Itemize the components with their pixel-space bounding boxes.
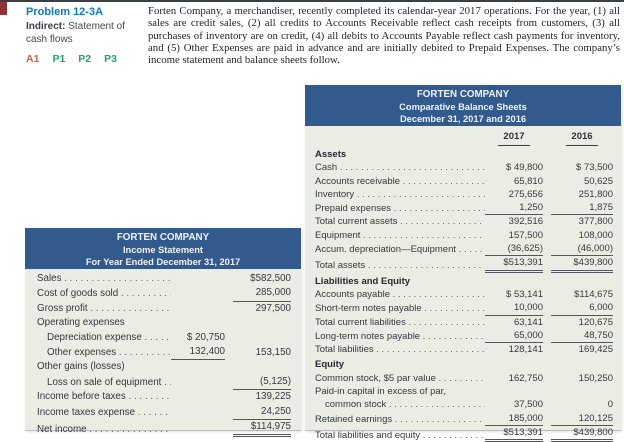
section-liabilities-equity: Liabilities and Equity — [315, 275, 411, 287]
tag-p1: P1 — [52, 53, 66, 65]
company-name: FORTEN COMPANY — [116, 232, 210, 243]
row-accum-depreciation: Accum. depreciation—Equipment(36,625)(46… — [315, 242, 613, 257]
tag-p2: P2 — [78, 53, 92, 65]
tag-p3: P3 — [104, 53, 117, 65]
row-income-taxes-expense: Income taxes expense24,250 — [37, 405, 291, 421]
page-corner-mark — [0, 2, 7, 15]
column-header-2016: 2016 — [551, 129, 613, 146]
problem-id: Problem 12-3A — [26, 6, 104, 18]
row-paid-in-capital-line1: Paid-in capital in excess of par, — [315, 386, 446, 398]
learning-objective-tags: A1 P1 P2 P3 — [26, 53, 140, 65]
column-header-2017: 2017 — [485, 129, 543, 146]
row-total-assets: Total assets$513,391$439,800 — [315, 256, 613, 273]
statement-period: For Year Ended December 31, 2017 — [85, 257, 241, 267]
problem-method-label: Indirect: — [26, 21, 66, 32]
income-statement-table: FORTEN COMPANY Income Statement For Year… — [25, 228, 301, 438]
row-operating-expenses: Operating expenses — [37, 317, 125, 329]
row-net-income: Net income$114,975 — [37, 420, 291, 438]
balance-sheet-header: FORTEN COMPANY Comparative Balance Sheet… — [305, 85, 621, 126]
row-sales: Sales$582,500 — [37, 272, 291, 286]
row-other-gains-losses: Other gains (losses) — [37, 361, 125, 373]
row-loss-on-sale: Loss on sale of equipment(5,125) — [37, 375, 291, 391]
section-assets: Assets — [315, 149, 347, 160]
statement-period: December 31, 2017 and 2016 — [399, 114, 527, 124]
row-gross-profit: Gross profit297,500 — [37, 302, 291, 316]
row-cost-of-goods-sold: Cost of goods sold285,000 — [37, 286, 291, 302]
statement-name: Comparative Balance Sheets — [399, 102, 527, 112]
row-total-liabilities-equity: Total liabilities and equity$513,391$439… — [315, 426, 613, 442]
page-top-rule — [0, 0, 624, 2]
row-depreciation-expense: Depreciation expense$ 20,750 — [37, 331, 291, 345]
statement-name: Income Statement — [122, 245, 204, 255]
problem-intro-paragraph: Forten Company, a merchandiser, recently… — [148, 5, 620, 67]
company-name: FORTEN COMPANY — [416, 89, 510, 100]
balance-sheet-body: 2017 2016 Assets Cash$ 49,800$ 73,500 Ac… — [305, 126, 621, 442]
problem-type: Indirect: Statement of cash flows — [26, 21, 140, 46]
row-income-before-taxes: Income before taxes139,225 — [37, 390, 291, 404]
section-equity: Equity — [315, 359, 345, 371]
income-statement-body: Sales$582,500 Cost of goods sold285,000 … — [25, 269, 301, 438]
row-cash: Cash$ 49,800$ 73,500 — [315, 161, 613, 174]
balance-sheet-table: FORTEN COMPANY Comparative Balance Sheet… — [305, 85, 621, 442]
tag-a1: A1 — [26, 53, 40, 65]
income-statement-header: FORTEN COMPANY Income Statement For Year… — [25, 228, 301, 269]
column-headers: 2017 2016 — [315, 129, 613, 146]
row-accounts-payable: Accounts payable$ 53,141$114,675 — [315, 288, 613, 301]
problem-sidebar: Problem 12-3A Indirect: Statement of cas… — [26, 6, 140, 65]
problem-method-text: Statement of cash flows — [26, 21, 125, 45]
